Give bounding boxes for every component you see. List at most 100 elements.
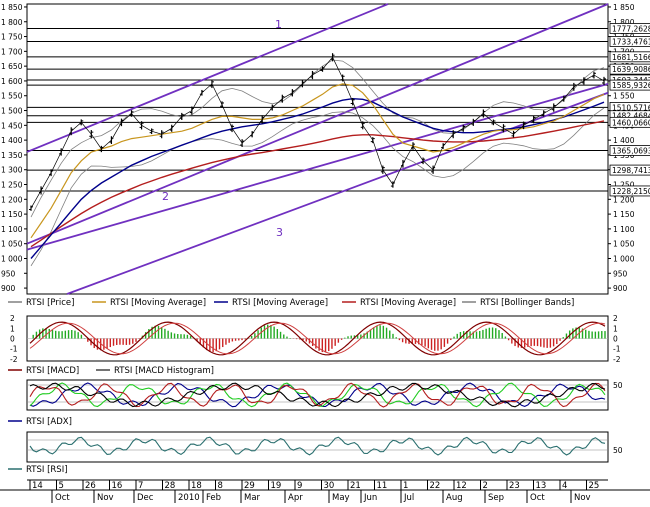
x-day-label: 21 [350,481,361,491]
rsi-tick-label: 50 [613,446,623,455]
adx-line [29,382,606,408]
level-label: 1681,5166 [612,53,650,62]
legend-label: RTSI [Moving Average] [110,298,206,308]
channel-label-3: 3 [276,226,283,239]
y-tick-label-left: 900 [1,284,16,293]
y-tick-label-left: 1 100 [1,225,23,234]
level-label: 1365,0693 [612,146,650,155]
y-tick-label-right: 1 100 [613,225,635,234]
x-day-label: 19 [271,481,282,491]
ma-short-line [30,83,605,239]
x-day-label: 4 [562,481,567,491]
level-label-box [609,79,650,91]
x-day-label: 9 [297,481,302,491]
channel-line [26,83,609,251]
y-tick-label-left: 1 750 [1,33,23,42]
y-tick-label-left: 1 050 [1,240,23,249]
level-label-box [609,51,650,63]
y-tick-label-right: 1 800 [613,18,635,27]
level-label: 1585,9326 [612,81,650,90]
level-label-box [609,63,650,75]
level-label-box [609,23,650,34]
level-label-box [609,145,650,156]
y-tick-label-left: 1 500 [1,107,23,116]
macd-tick-label-left: -1 [10,345,18,354]
y-tick-label-right: 1 400 [613,136,635,145]
ma-mid-line [30,97,605,259]
x-month-label: Apr [288,493,303,503]
x-day-label: 28 [165,481,176,491]
x-day-label: 14 [32,481,43,491]
y-tick-label-left: 1 550 [1,92,23,101]
x-month-label: 2010 [178,493,200,503]
macd-signal-line [29,322,606,355]
price-line [30,56,605,209]
macd-tick-label-left: 1 [10,324,15,333]
y-tick-label-right: 950 [613,269,628,278]
level-label-box [609,185,650,197]
x-day-label: 16 [112,481,123,491]
rsi-line [29,436,606,456]
macd-line [29,321,606,356]
x-day-label: 29 [244,481,255,491]
level-label-box [609,164,650,176]
x-day-label: 26 [85,481,96,491]
level-label: 1460,0660 [612,118,650,127]
price-panel-frame [26,3,609,295]
y-tick-label-right: 1 000 [613,254,635,263]
bollinger-lower [30,107,605,267]
x-month-label: May [332,493,350,503]
y-tick-label-left: 1 000 [1,254,23,263]
level-label: 1639,9086 [612,65,650,74]
level-label: 1510,5716 [612,103,650,112]
y-tick-label-left: 1 700 [1,47,23,56]
bollinger-upper [30,59,605,218]
ma-long-line [30,120,605,248]
macd-tick-label-right: -1 [613,345,621,354]
y-tick-label-right: 1 200 [613,195,635,204]
legend-label: RTSI [MACD] [26,366,79,376]
macd-tick-label-right: 0 [613,335,618,344]
macd-tick-label-right: -2 [613,355,621,364]
y-tick-label-left: 1 350 [1,151,23,160]
y-tick-label-right: 1 250 [613,181,635,190]
level-label-box [609,36,650,47]
y-tick-label-left: 1 200 [1,195,23,204]
legend-label: RTSI [Price] [26,298,74,308]
x-day-label: 13 [536,481,547,491]
y-tick-label-left: 1 600 [1,77,23,86]
adx-tick-label: 50 [613,381,623,390]
y-tick-label-left: 1 800 [1,18,23,27]
legend-label: RTSI [Moving Average] [360,298,456,308]
macd-tick-label-right: 1 [613,324,618,333]
x-month-label: Sep [488,493,504,503]
macd-tick-label-left: 2 [10,314,15,323]
legend-label: RTSI [MACD Histogram] [114,366,214,376]
x-day-label: 8 [218,481,223,491]
x-month-label: Nov [574,493,591,503]
y-tick-label-left: 1 450 [1,121,23,130]
x-day-label: 5 [59,481,64,491]
y-tick-label-right: 1 050 [613,240,635,249]
channel-label-1: 1 [275,18,282,31]
level-label: 1733,4761 [612,37,650,46]
channel-label-2: 2 [162,190,169,203]
level-label: 1298,7413 [612,166,650,175]
legend-label: RTSI [RSI] [26,465,68,475]
x-day-label: 30 [324,481,335,491]
x-day-label: 25 [589,481,600,491]
y-tick-label-right: 900 [613,284,628,293]
x-month-label: Mar [244,493,261,503]
level-label-box [609,116,650,128]
channel-line [26,3,609,245]
x-month-label: Oct [530,493,545,503]
x-month-label: Dec [137,493,154,503]
level-label: 1777,2628 [612,24,650,33]
channel-line [26,3,389,153]
level-label: 1228,2150 [612,187,650,196]
y-tick-label-right: 1 850 [613,3,635,12]
y-tick-label-left: 1 250 [1,181,23,190]
legend-label: RTSI [ADX] [26,417,72,427]
